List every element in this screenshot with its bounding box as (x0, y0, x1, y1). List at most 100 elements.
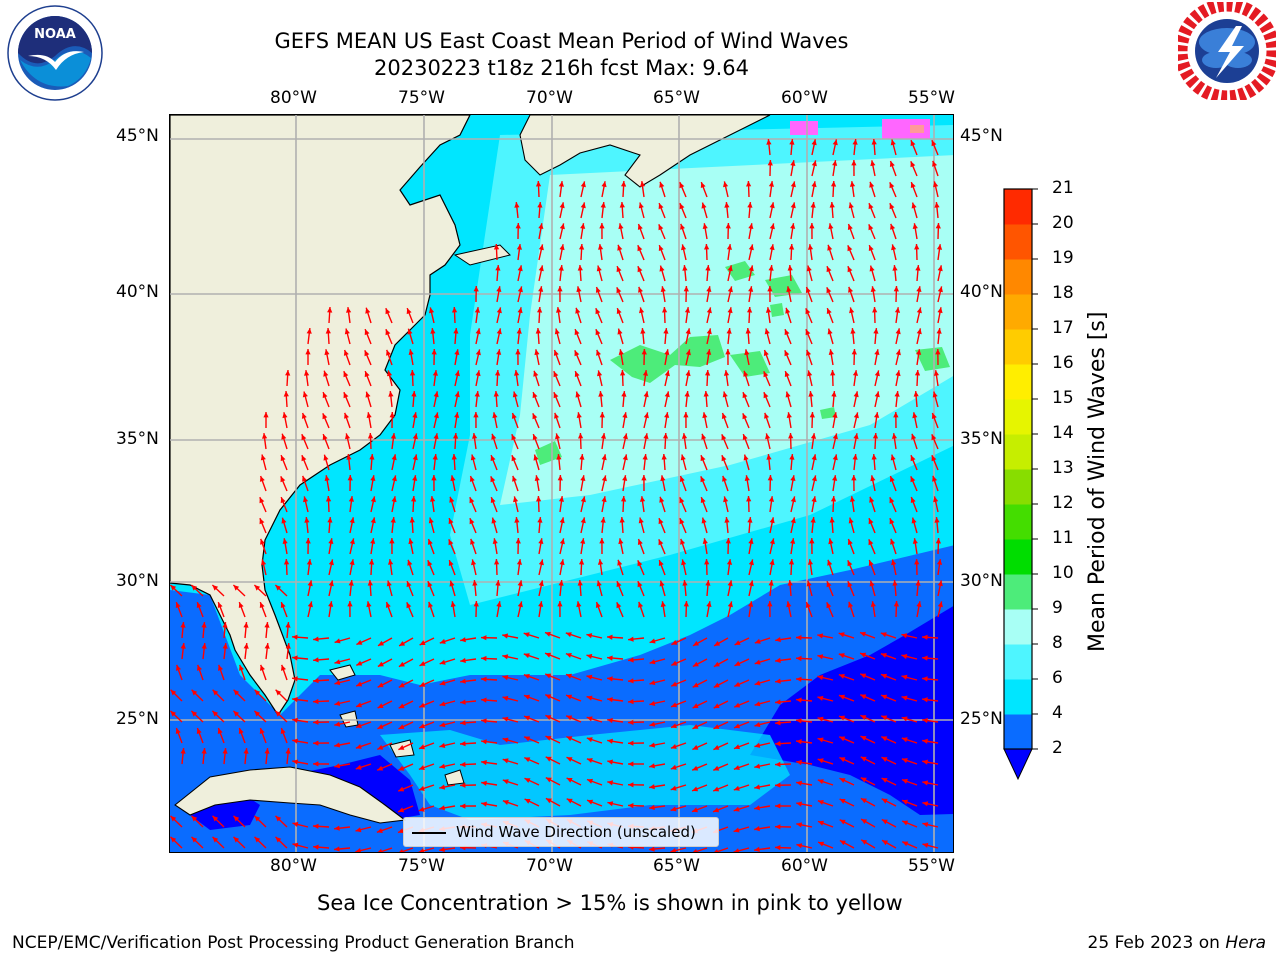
wind-wave-arrowhead (931, 455, 937, 462)
wind-wave-arrowhead (599, 538, 605, 544)
wind-wave-arrowhead (790, 181, 796, 188)
wind-wave-arrowhead (910, 476, 916, 483)
wind-wave-arrowhead (586, 716, 593, 722)
wind-wave-arrowhead (679, 203, 685, 210)
wind-wave-arrowhead (754, 701, 761, 707)
wind-wave-arrowhead (495, 370, 501, 376)
wind-wave-arrowhead (577, 580, 583, 586)
wind-wave-arrowhead (661, 454, 667, 460)
wind-wave-arrowhead (460, 720, 466, 726)
wind-wave-arrowhead (680, 538, 686, 545)
wind-wave-arrowhead (334, 742, 341, 748)
wind-wave-arrowhead (852, 454, 858, 460)
wind-wave-arrowhead (565, 632, 572, 638)
wind-wave-arrowhead (727, 265, 733, 272)
wind-wave-arrowhead (912, 412, 918, 419)
wind-wave-arrowhead (849, 496, 855, 502)
wind-wave-arrowhead (369, 454, 375, 460)
wind-wave-arrowhead (839, 778, 846, 783)
wind-wave-arrowhead (454, 349, 460, 355)
wind-wave-arrowhead (806, 265, 812, 272)
wind-wave-arrowhead (460, 761, 466, 768)
wind-wave-arrowhead (894, 391, 900, 397)
wind-wave-arrowhead (538, 559, 544, 566)
wind-wave-arrowhead (523, 632, 530, 638)
wind-wave-arrowhead (601, 454, 607, 461)
wind-wave-arrowhead (346, 454, 352, 460)
wind-wave-arrowhead (869, 181, 875, 188)
wind-wave-arrowhead (796, 822, 803, 828)
wind-wave-arrowhead (325, 328, 331, 334)
wind-wave-arrowhead (901, 695, 908, 701)
wind-wave-arrowhead (796, 843, 803, 849)
wind-wave-arrowhead (433, 412, 439, 419)
wind-wave-arrowhead (765, 307, 772, 313)
wind-wave-arrowhead (811, 181, 817, 188)
wind-wave-arrowhead (378, 640, 384, 646)
wind-wave-arrowhead (494, 559, 500, 565)
wind-wave-arrowhead (419, 702, 426, 708)
colorbar-tick-label: 11 (1052, 528, 1074, 548)
wind-wave-arrowhead (817, 779, 824, 785)
lon-label-top-80w: 80°W (270, 88, 317, 108)
wind-wave-arrowhead (533, 370, 539, 377)
wind-wave-arrowhead (621, 496, 627, 502)
lat-label-left-25n: 25°N (116, 709, 159, 729)
wind-wave-arrowhead (285, 748, 291, 754)
wind-wave-arrowhead (391, 496, 397, 503)
wind-wave-arrowhead (275, 836, 282, 843)
wind-wave-arrowhead (419, 640, 426, 645)
wind-wave-arrowhead (566, 673, 572, 679)
colorbar-label: Mean Period of Wind Waves [s] (1085, 311, 1110, 652)
wind-wave-arrowhead (839, 840, 846, 846)
wind-wave-arrowhead (637, 224, 643, 230)
wind-wave-arrowhead (389, 412, 395, 418)
wind-wave-arrowhead (817, 716, 824, 722)
wind-wave-arrowhead (607, 634, 613, 640)
wind-wave-arrowhead (658, 560, 664, 566)
wind-wave-arrowhead (377, 765, 384, 771)
wind-wave-arrowhead (670, 806, 677, 812)
wind-wave-arrowhead (671, 681, 678, 687)
wind-wave-arrowhead (280, 602, 286, 608)
wind-wave-arrowhead (254, 585, 261, 591)
wind-wave-arrowhead (502, 633, 509, 639)
wind-wave-arrowhead (670, 848, 677, 852)
wind-wave-arrowhead (301, 434, 307, 441)
colorbar-tick-label: 13 (1052, 458, 1074, 478)
wind-wave-arrowhead (377, 744, 384, 750)
wind-wave-arrowhead (511, 434, 517, 441)
wind-wave-arrowhead (390, 433, 396, 439)
wind-wave-arrowhead (418, 765, 425, 770)
wind-wave-arrowhead (768, 580, 774, 586)
wind-wave-arrowhead (191, 710, 198, 717)
nws-logo (1174, 0, 1280, 104)
wind-wave-arrowhead (427, 581, 433, 588)
wind-wave-arrowhead (680, 223, 685, 230)
wind-wave-arrowhead (212, 836, 219, 843)
wind-wave-arrowhead (639, 307, 645, 314)
wind-wave-arrowhead (201, 643, 207, 649)
wind-wave-arrowhead (469, 497, 475, 504)
wind-wave-arrowhead (638, 601, 644, 608)
wind-wave-arrowhead (662, 307, 668, 313)
wind-wave-arrowhead (439, 659, 446, 665)
colorbar-tick-label: 16 (1052, 353, 1074, 373)
wind-wave-arrowhead (932, 160, 938, 167)
wind-wave-arrowhead (851, 475, 857, 481)
wind-wave-arrowhead (724, 202, 730, 208)
wind-wave-arrowhead (343, 392, 349, 399)
wind-wave-arrowhead (734, 702, 741, 708)
wind-wave-arrowhead (722, 475, 728, 482)
wind-wave-arrowhead (460, 657, 466, 663)
wind-wave-arrowhead (809, 223, 815, 229)
wind-wave-arrowhead (516, 244, 522, 250)
wind-wave-arrowhead (790, 202, 796, 209)
wind-wave-arrowhead (282, 538, 288, 544)
wind-wave-arrowhead (902, 841, 909, 847)
wind-wave-arrowhead (586, 674, 593, 680)
wind-wave-arrowhead (658, 203, 664, 210)
wind-wave-arrowhead (910, 140, 916, 147)
wind-wave-arrowhead (180, 748, 186, 754)
wind-wave-arrowhead (301, 413, 307, 419)
